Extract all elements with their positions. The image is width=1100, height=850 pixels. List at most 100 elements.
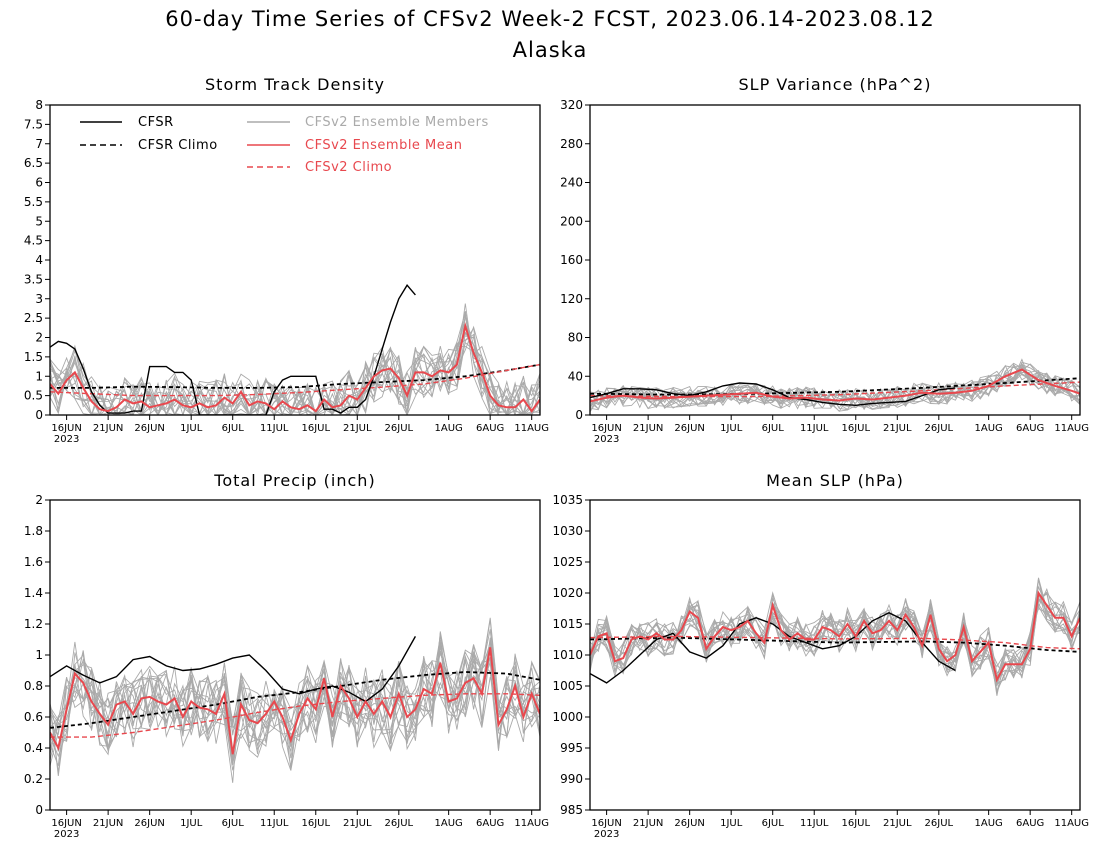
y-tick-label: 3: [35, 292, 43, 306]
y-tick-label: 40: [568, 369, 583, 383]
y-tick-label: 6.5: [24, 156, 43, 170]
x-tick-label: 26JUL: [925, 818, 954, 829]
y-tick-label: 990: [560, 772, 583, 786]
y-tick-label: 2: [35, 331, 43, 345]
y-tick-label: 280: [560, 137, 583, 151]
x-tick-label: 11AUG: [1054, 423, 1089, 434]
y-tick-label: 120: [560, 292, 583, 306]
figure-title: 60-day Time Series of CFSv2 Week-2 FCST,…: [165, 7, 934, 31]
y-tick-label: 320: [560, 98, 583, 112]
ensemble-member-line: [50, 341, 540, 415]
legend-label-ens-mean: CFSv2 Ensemble Mean: [305, 138, 462, 153]
panel-total-precip: Total Precip (inch) 0 0.2 0.4 0.6 0.8 1 1.2 1.4 1…: [24, 471, 549, 840]
cfsr-climo-line: [50, 363, 540, 389]
y-tick-label: 1030: [552, 524, 583, 538]
y-tick-label: 2.5: [24, 311, 43, 325]
y-tick-label: 1005: [552, 679, 583, 693]
y-tick-label: 5.5: [24, 195, 43, 209]
x-tick-label: 26JUN: [674, 423, 704, 434]
legend: CFSR CFSR Climo CFSv2 Ensemble Members C…: [80, 115, 488, 175]
x-tick-label: 26JUL: [385, 818, 414, 829]
x-tick-label: 21JUL: [343, 423, 372, 434]
x-tick-label: 16JUL: [301, 818, 330, 829]
x-tick-label: 16JUN: [591, 818, 621, 829]
x-tick-label: 16JUN: [591, 423, 621, 434]
panel-title: SLP Variance (hPa^2): [739, 75, 932, 94]
cfsr-climo-line: [590, 377, 1080, 396]
x-tick-label: 1AUG: [435, 423, 463, 434]
legend-label-cfsv2-climo: CFSv2 Climo: [305, 160, 392, 175]
ensemble-member-line: [590, 591, 1080, 681]
y-tick-label: 7.5: [24, 117, 43, 131]
cfsr-line: [590, 612, 956, 684]
ensemble-member-line: [590, 362, 1080, 410]
y-tick-label: 0.8: [24, 679, 43, 693]
x-tick-label: 1AUG: [435, 818, 463, 829]
y-tick-label: 1.2: [24, 617, 43, 631]
ensemble-member-line: [590, 600, 1080, 687]
panel-title: Total Precip (inch): [213, 471, 375, 490]
x-tick-label: 6JUL: [222, 818, 245, 829]
x-tick-label: 21JUN: [633, 818, 663, 829]
ensemble-member-line: [50, 326, 540, 415]
y-tick-label: 1.5: [24, 350, 43, 364]
x-tick-label: 1JUL: [180, 423, 203, 434]
ensemble-mean-line: [50, 647, 540, 755]
y-tick-label: 0: [35, 803, 43, 817]
x-tick-label: 11AUG: [514, 423, 549, 434]
x-year-label: 2023: [54, 434, 79, 445]
y-tick-label: 80: [568, 331, 583, 345]
y-tick-label: 1: [35, 369, 43, 383]
x-tick-label: 1JUL: [720, 818, 743, 829]
x-tick-label: 6AUG: [476, 818, 504, 829]
x-tick-label: 16JUL: [301, 423, 330, 434]
x-year-label: 2023: [54, 829, 79, 840]
x-tick-label: 26JUL: [925, 423, 954, 434]
y-tick-label: 6: [35, 176, 43, 190]
y-tick-label: 1.6: [24, 555, 43, 569]
x-tick-label: 6JUL: [762, 818, 785, 829]
y-tick-label: 0.2: [24, 772, 43, 786]
figure-subtitle: Alaska: [513, 38, 588, 62]
ensemble-member-line: [590, 587, 1080, 679]
ensemble-mean-line: [590, 590, 1080, 683]
ensemble-member-line: [50, 648, 540, 755]
y-tick-label: 1: [35, 648, 43, 662]
legend-label-cfsr: CFSR: [138, 115, 174, 130]
x-tick-label: 11AUG: [514, 818, 549, 829]
ensemble-member-line: [50, 644, 540, 767]
y-tick-label: 1025: [552, 555, 583, 569]
cfsr-climo-line: [590, 636, 1080, 653]
x-tick-label: 1AUG: [975, 818, 1003, 829]
y-tick-label: 2: [35, 493, 43, 507]
x-tick-label: 16JUL: [841, 423, 870, 434]
x-tick-label: 26JUN: [134, 818, 164, 829]
y-tick-label: 1.4: [24, 586, 43, 600]
legend-label-cfsr-climo: CFSR Climo: [138, 138, 218, 153]
x-tick-label: 11JUL: [260, 818, 289, 829]
y-tick-label: 0.6: [24, 710, 43, 724]
ensemble-mean-line: [50, 321, 540, 413]
panel-title: Storm Track Density: [205, 75, 385, 94]
y-tick-label: 1010: [552, 648, 583, 662]
y-tick-label: 1035: [552, 493, 583, 507]
panel-title: Mean SLP (hPa): [766, 471, 904, 490]
y-tick-label: 200: [560, 214, 583, 228]
cfsv2-climo-line: [590, 635, 1080, 650]
x-tick-label: 11AUG: [1054, 818, 1089, 829]
cfsr-line: [590, 382, 956, 407]
plot-frame: [589, 499, 1081, 811]
x-tick-label: 21JUL: [343, 818, 372, 829]
x-tick-label: 21JUN: [93, 818, 123, 829]
plot-frame: [589, 104, 1081, 416]
y-tick-label: 0: [575, 408, 583, 422]
ensemble-member-line: [590, 363, 1080, 413]
x-tick-label: 1AUG: [975, 423, 1003, 434]
plot-frame: [49, 104, 541, 416]
x-tick-label: 26JUN: [674, 818, 704, 829]
x-tick-label: 11JUL: [260, 423, 289, 434]
y-tick-label: 5: [35, 214, 43, 228]
y-tick-label: 7: [35, 137, 43, 151]
y-tick-label: 0.4: [24, 741, 43, 755]
